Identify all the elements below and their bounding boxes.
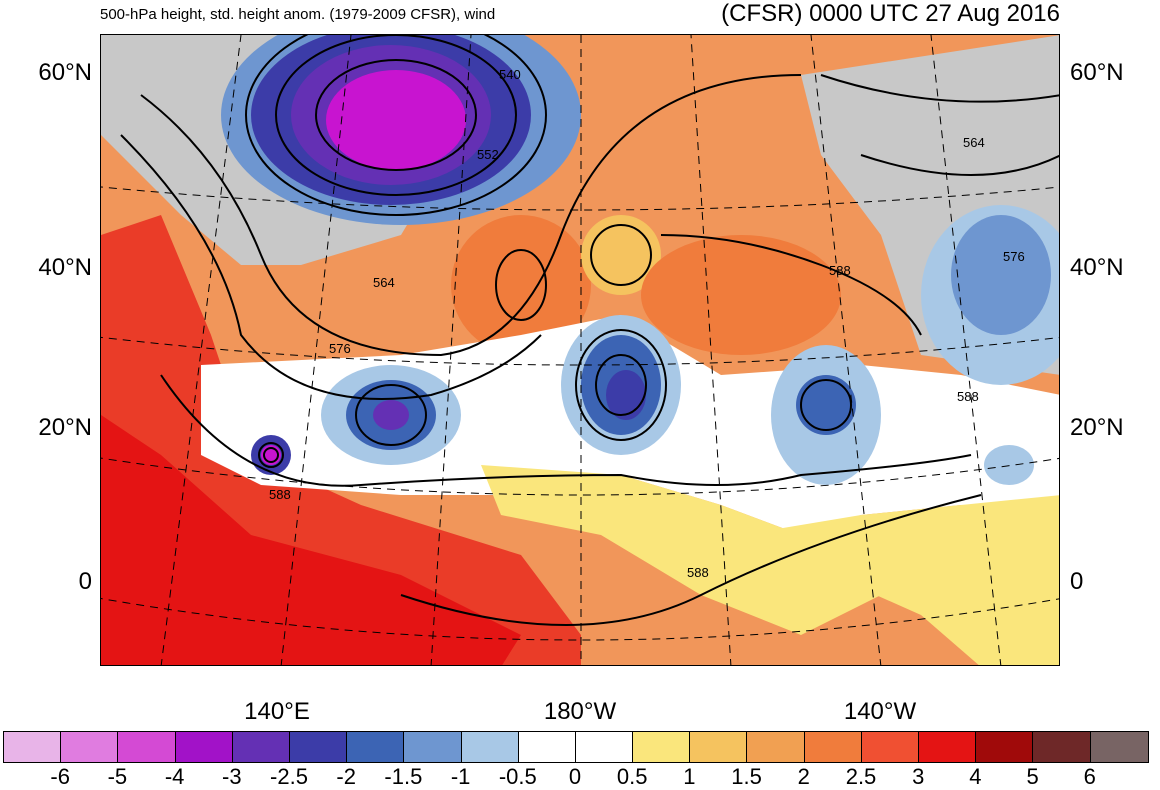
- colorbar-tick-label: -0.5: [498, 764, 537, 789]
- colorbar-box: [461, 732, 519, 762]
- colorbar: [3, 731, 1149, 763]
- lat-label-60n-right: 60°N: [1070, 59, 1124, 86]
- colorbar-box: [347, 732, 405, 762]
- cutoff-low-2-core: [373, 400, 409, 430]
- colorbar-tick-label: -5: [107, 764, 128, 789]
- colorbar-box: [690, 732, 748, 762]
- colorbar-box: [518, 732, 576, 762]
- colorbar-box: [175, 732, 233, 762]
- moderate-anomaly-patch: [581, 215, 661, 295]
- colorbar-box: [861, 732, 919, 762]
- contour-label-588-north: 588: [829, 263, 851, 278]
- weak-positive-anomaly-east: [741, 495, 1059, 665]
- lon-label-180w: 180°W: [543, 698, 617, 725]
- colorbar-tick-label: -1.5: [384, 764, 423, 789]
- map-panel: 540 552 564 576 588 588 588 564 576 588: [100, 34, 1060, 666]
- colorbar-tick-label: 0: [568, 764, 582, 789]
- colorbar-box: [575, 732, 634, 762]
- contour-label-588-south: 588: [687, 565, 709, 580]
- colorbar-box: [633, 732, 691, 762]
- colorbar-tick-label: 1: [683, 764, 696, 789]
- height-contours: [120, 35, 1059, 626]
- colorbar-box: [404, 732, 462, 762]
- contour-label-564-east: 564: [963, 135, 985, 150]
- anomaly-map: 540 552 564 576 588 588 588 564 576 588: [101, 35, 1059, 665]
- colorbar-box: [4, 732, 62, 762]
- cutoff-low-5: [984, 445, 1034, 485]
- colorbar-tick-label: -3: [222, 764, 242, 789]
- colorbar-box: [289, 732, 348, 762]
- colorbar-box: [919, 732, 977, 762]
- colorbar-tick-label: 2: [797, 764, 810, 789]
- contour-label-588-east: 588: [957, 389, 979, 404]
- contour-label-576-east: 576: [1003, 249, 1025, 264]
- lat-label-40n-left: 40°N: [38, 254, 92, 281]
- ne-negative-anomaly-core: [951, 215, 1051, 335]
- graticule: [101, 35, 1059, 665]
- colorbar-tick-label: -2: [336, 764, 356, 789]
- colorbar-tick-label: 1.5: [731, 764, 762, 789]
- contour-label-588-west: 588: [269, 487, 291, 502]
- colorbar-tick-label: 2.5: [845, 764, 877, 789]
- colorbar-box: [118, 732, 176, 762]
- very-warm-anomaly-region: [101, 415, 521, 665]
- colorbar-box: [804, 732, 862, 762]
- lat-label-20n-right: 20°N: [1070, 414, 1124, 441]
- lon-label-140e: 140°E: [244, 698, 310, 725]
- polar-low-core: [326, 70, 466, 170]
- title-left: 500-hPa height, std. height anom. (1979-…: [100, 6, 496, 23]
- warm-anomaly-patch-2: [641, 235, 841, 355]
- colorbar-tick-label: 0.5: [616, 764, 648, 789]
- contour-label-564: 564: [373, 275, 395, 290]
- colorbar-tick-label: 5: [1026, 764, 1039, 789]
- weak-positive-anomaly: [481, 465, 881, 635]
- colorbar-tick-label: 6: [1083, 764, 1096, 789]
- contour-label-576: 576: [329, 341, 351, 356]
- lat-label-20n-left: 20°N: [38, 414, 92, 441]
- colorbar-box: [61, 732, 119, 762]
- colorbar-box: [1033, 732, 1091, 762]
- colorbar-box: [747, 732, 805, 762]
- colorbar-box: [1090, 732, 1148, 762]
- lat-label-40n-right: 40°N: [1070, 254, 1124, 281]
- cutoff-low-3-core: [606, 370, 646, 420]
- colorbar-box: [976, 732, 1034, 762]
- title-right: (CFSR) 0000 UTC 27 Aug 2016: [721, 0, 1060, 27]
- lat-label-eq-left: 0: [78, 568, 92, 595]
- lat-label-eq-right: 0: [1070, 568, 1084, 595]
- contour-label-552: 552: [477, 147, 499, 162]
- colorbar-tick-label: -4: [164, 764, 185, 789]
- contour-label-540: 540: [499, 67, 521, 82]
- lon-label-140w: 140°W: [843, 698, 917, 725]
- colorbar-box: [232, 732, 290, 762]
- colorbar-tick-label: 4: [969, 764, 982, 789]
- colorbar-tick-label: 3: [912, 764, 925, 789]
- cutoff-low-4: [796, 375, 856, 435]
- lat-label-60n-left: 60°N: [38, 59, 92, 86]
- colorbar-tick-label: -1: [450, 764, 471, 789]
- colorbar-tick-label: -6: [50, 764, 70, 789]
- colorbar-tick-label: -2.5: [270, 764, 308, 789]
